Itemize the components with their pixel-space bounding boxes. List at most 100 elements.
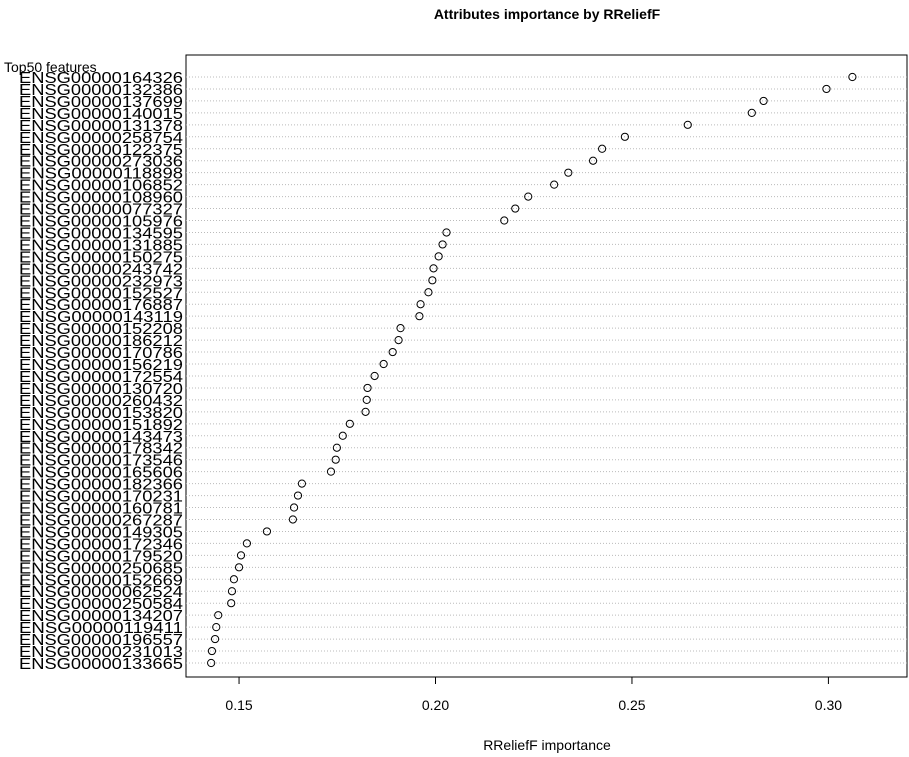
dot [597, 144, 607, 153]
y-tick-label: ENSG00000143473 [19, 429, 183, 446]
y-tick-label: ENSG00000273036 [19, 154, 183, 171]
dot [564, 168, 573, 177]
y-tick-label: ENSG00000130720 [19, 381, 183, 398]
dot [370, 371, 379, 381]
y-tick-label: ENSG00000232973 [19, 273, 183, 290]
dot [293, 491, 303, 500]
dot [822, 84, 831, 94]
dot [234, 563, 244, 572]
dot [363, 383, 372, 393]
y-tick-label: ENSG00000172554 [19, 369, 183, 386]
dot [229, 575, 239, 584]
y-tick-label: ENSG00000173546 [19, 453, 183, 470]
dot [379, 359, 388, 369]
y-tick-label: ENSG00000077327 [19, 202, 183, 219]
y-tick-label: ENSG00000156219 [19, 357, 183, 374]
y-axis-label: Top50 features [4, 59, 97, 75]
dot [207, 646, 217, 656]
dot [524, 192, 533, 201]
dot [326, 467, 336, 476]
dot [396, 324, 405, 333]
dot [236, 551, 246, 560]
y-tick-label: ENSG00000132386 [19, 82, 183, 99]
y-tick-label: ENSG00000250685 [19, 560, 183, 577]
dot [227, 587, 237, 596]
y-tick-label: ENSG00000151892 [19, 417, 183, 434]
y-tick-label: ENSG00000119411 [19, 620, 183, 637]
dot [297, 479, 307, 488]
x-tick-label: 0.30 [815, 697, 842, 713]
y-tick-label: ENSG00000165606 [19, 465, 183, 482]
dot [242, 539, 252, 548]
dot [434, 252, 443, 261]
x-tick-label: 0.25 [618, 697, 645, 713]
dot [331, 455, 340, 464]
dot [338, 431, 347, 440]
dot [388, 347, 397, 357]
y-tick-label: ENSG00000134595 [19, 225, 183, 242]
y-tick-label: ENSG00000196557 [19, 632, 183, 649]
y-tick-label: ENSG00000133665 [19, 656, 183, 673]
y-tick-label: ENSG00000152527 [19, 285, 183, 302]
x-tick-label: 0.15 [225, 697, 252, 713]
dot [588, 156, 598, 165]
y-tick-label: ENSG00000137699 [19, 94, 183, 111]
dot [332, 443, 341, 452]
dot [415, 312, 424, 321]
dot [394, 336, 403, 345]
y-tick-label: ENSG00000108960 [19, 190, 183, 207]
dot [212, 623, 221, 632]
y-tick-label: ENSG00000170786 [19, 345, 183, 362]
dot [289, 503, 299, 512]
x-axis-label: RReliefF importance [483, 737, 611, 753]
dot [438, 240, 447, 249]
y-tick-label: ENSG00000152669 [19, 572, 183, 589]
y-tick-label: ENSG00000131885 [19, 237, 183, 254]
y-tick-label: ENSG00000258754 [19, 130, 183, 147]
dot [759, 96, 768, 106]
y-tick-label: ENSG00000149305 [19, 524, 183, 541]
plot-frame [185, 54, 908, 678]
y-tick-label: ENSG00000150275 [19, 249, 183, 266]
dot [424, 288, 433, 297]
y-tick-label: ENSG00000164326 [19, 70, 183, 87]
dot [500, 216, 509, 225]
dot [214, 611, 223, 620]
y-tick-label: ENSG00000243742 [19, 261, 183, 278]
y-tick-label: ENSG00000160781 [19, 501, 183, 518]
y-tick-label: ENSG00000231013 [19, 644, 183, 661]
y-tick-label: ENSG00000178342 [19, 441, 183, 458]
y-tick-label: ENSG00000062524 [19, 584, 183, 601]
y-tick-label: ENSG00000170231 [19, 489, 183, 506]
dot [345, 419, 354, 428]
dot [416, 300, 425, 309]
dot [207, 658, 216, 668]
chart-title: Attributes importance by RReliefF [434, 6, 661, 22]
dot [428, 276, 437, 285]
dot [361, 407, 370, 416]
y-tick-label: ENSG00000122375 [19, 142, 183, 159]
y-tick-label: ENSG00000176887 [19, 297, 183, 314]
dot [848, 72, 857, 82]
dot [747, 108, 756, 117]
dot [550, 180, 559, 189]
y-tick-label: ENSG00000106852 [19, 178, 183, 195]
y-tick-label: ENSG00000152208 [19, 321, 183, 338]
y-tick-label: ENSG00000134207 [19, 608, 183, 625]
y-tick-label: ENSG00000186212 [19, 333, 183, 350]
y-tick-label: ENSG00000153820 [19, 405, 183, 422]
dot [288, 515, 297, 524]
y-tick-label: ENSG00000182366 [19, 477, 183, 494]
dot [683, 120, 692, 129]
dot [511, 204, 520, 213]
y-tick-label: ENSG00000140015 [19, 106, 183, 123]
y-tick-label: ENSG00000179520 [19, 548, 183, 565]
dot [210, 634, 220, 644]
y-tick-label: ENSG00000172346 [19, 536, 183, 553]
y-tick-label: ENSG00000267287 [19, 512, 183, 529]
dot [362, 395, 371, 404]
dot [620, 132, 629, 141]
y-tick-label: ENSG00000118898 [19, 166, 183, 183]
y-tick-label: ENSG00000105976 [19, 214, 183, 231]
